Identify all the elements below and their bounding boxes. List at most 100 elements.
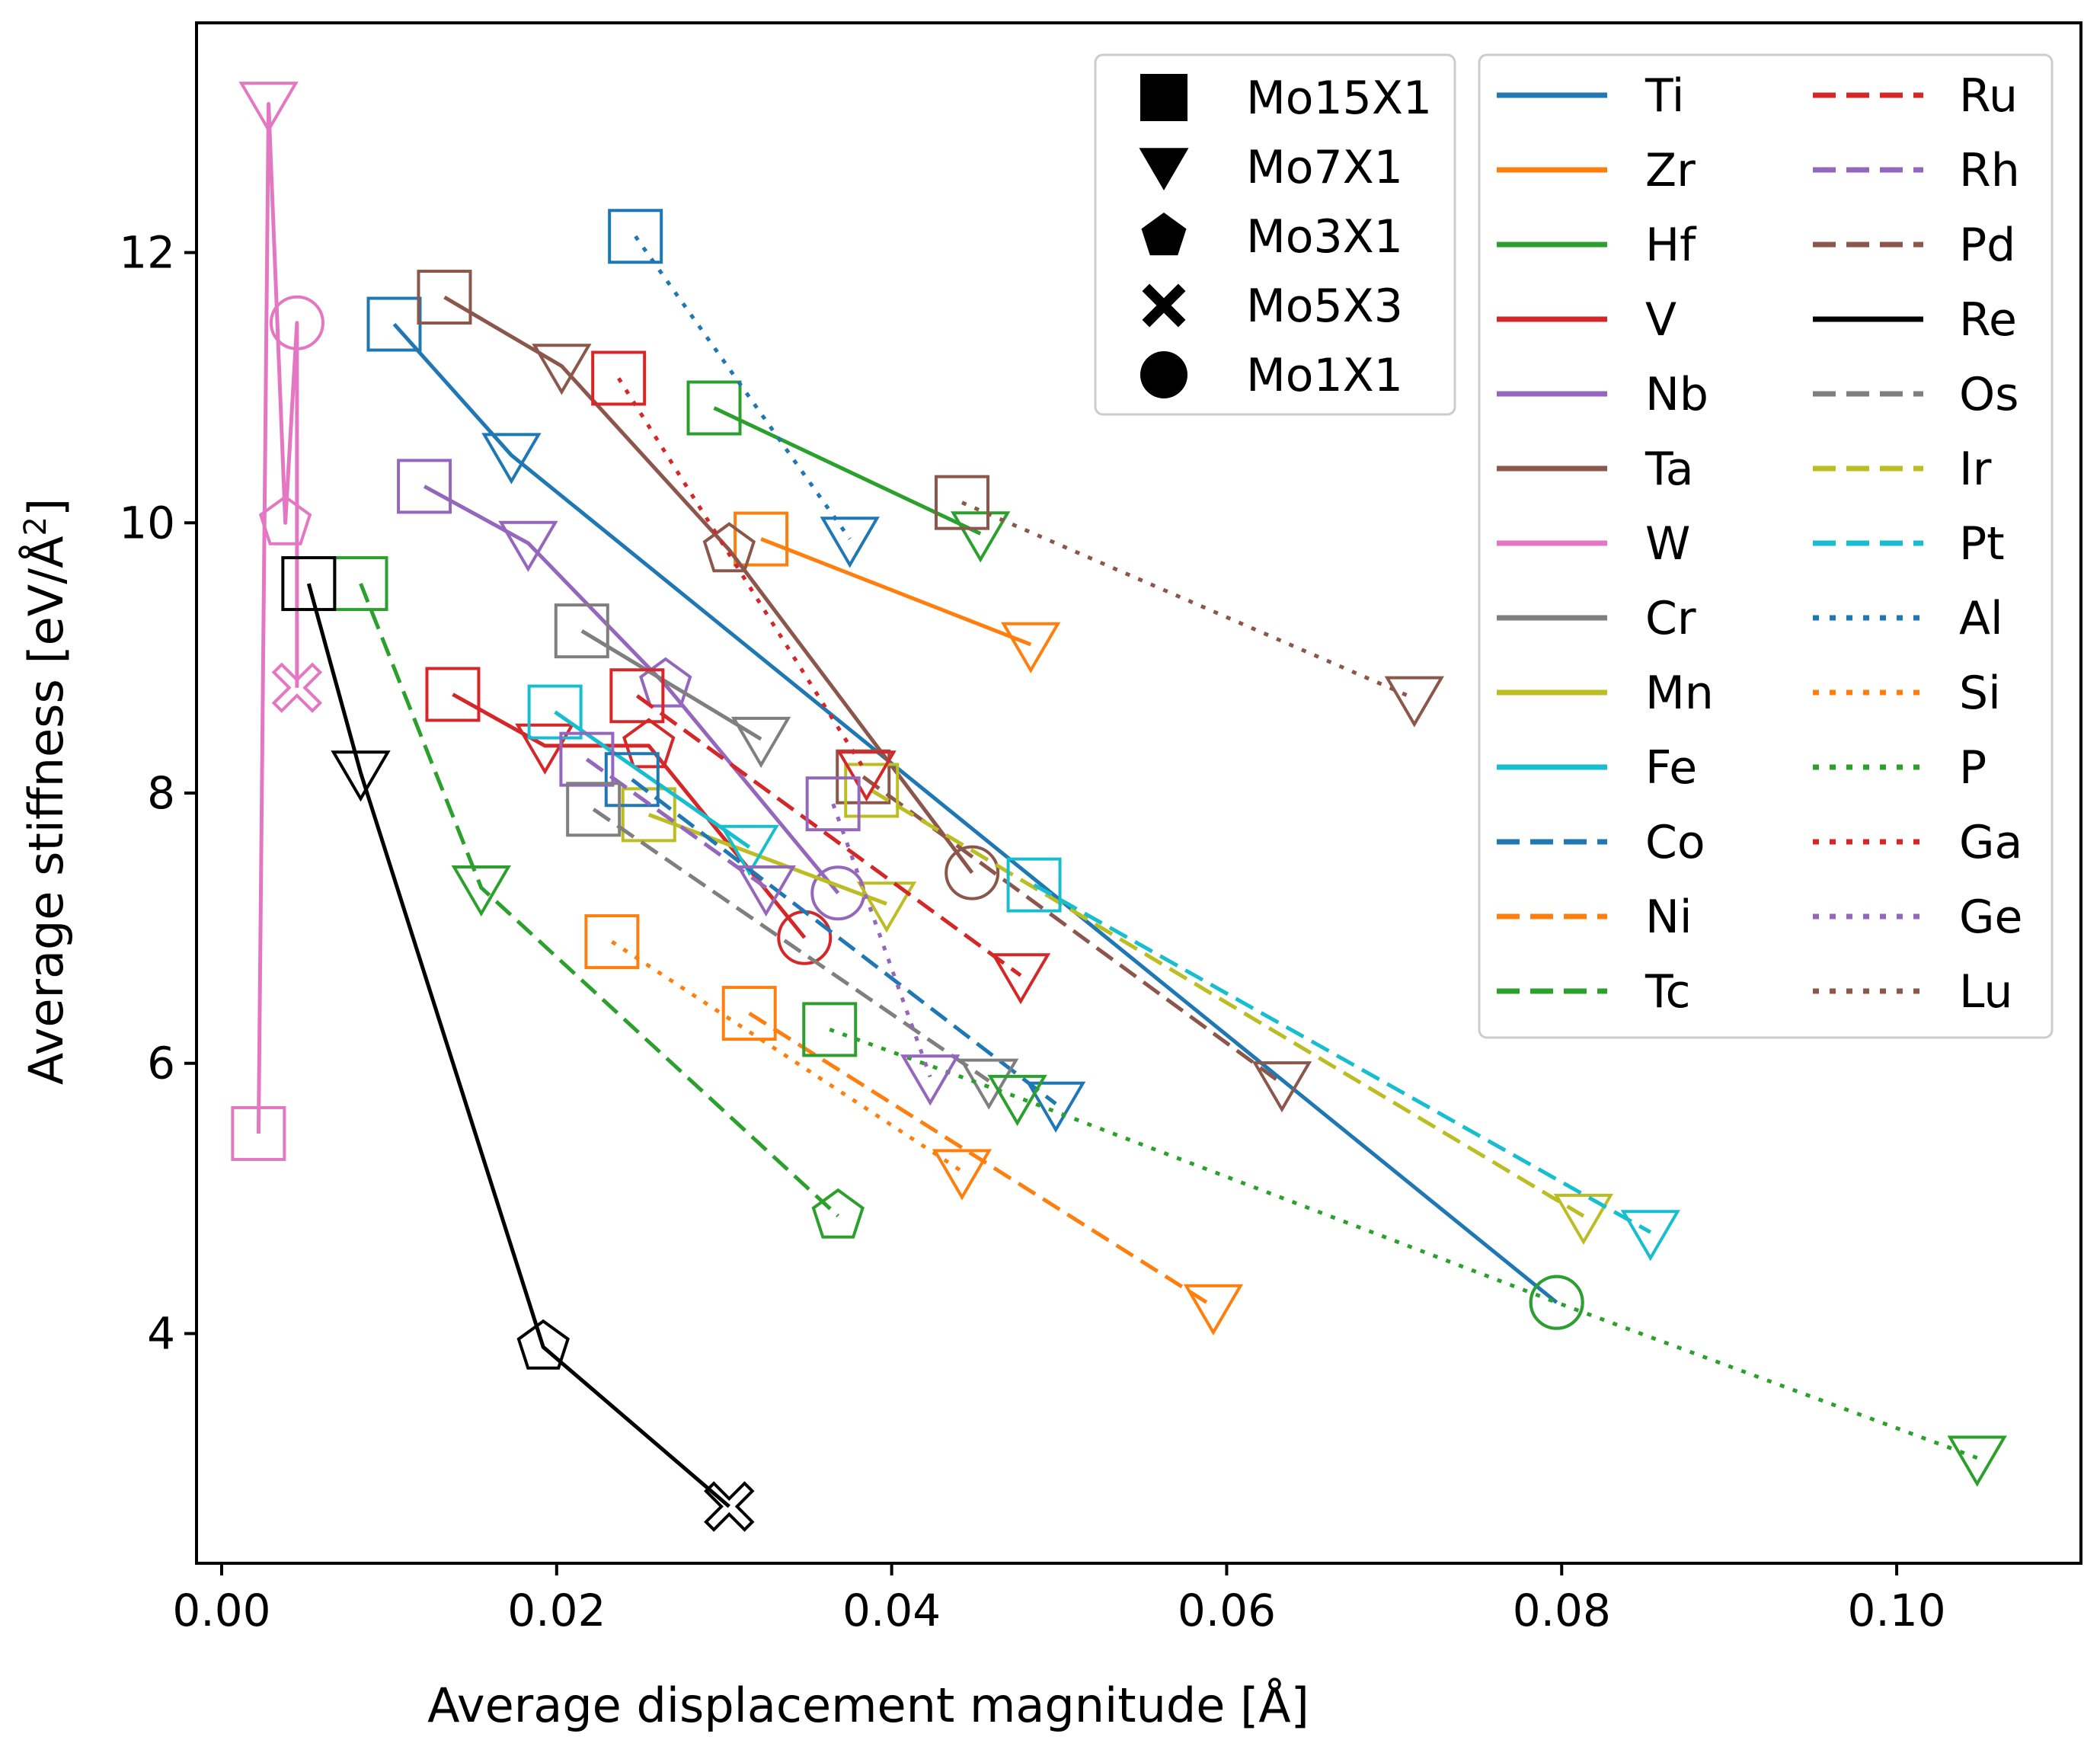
y-tick-label: 4: [147, 1307, 175, 1359]
y-axis-label-end: ]: [18, 498, 74, 517]
point-co-square-0: [604, 752, 660, 808]
series-line-pt: [1033, 883, 1652, 1234]
legend-label-tc: Tc: [1645, 965, 1690, 1019]
series-line-v: [452, 692, 807, 939]
point-ga-triangle-1: [836, 750, 897, 802]
series-tc: [333, 556, 865, 1239]
point-ge-triangle-1: [900, 1054, 961, 1106]
series-line-tc: [359, 583, 839, 1218]
series-cr: [554, 603, 791, 769]
legend-marker-triangle: [1139, 148, 1189, 190]
point-rh-triangle-1: [736, 865, 796, 917]
series-line-ir: [870, 788, 1585, 1218]
point-hf-square-0: [686, 380, 742, 436]
legend-label-ru: Ru: [1959, 69, 2018, 123]
legend-label-ge: Ge: [1959, 891, 2022, 944]
series-legend-frame: [1478, 53, 2054, 1039]
legend-label-re: Re: [1959, 293, 2017, 347]
series-line-zr: [760, 537, 1032, 647]
legend-label-mn: Mn: [1645, 667, 1714, 720]
series-ni: [721, 986, 1244, 1335]
point-ru-square-0: [609, 668, 665, 724]
legend-label-cr: Cr: [1645, 592, 1696, 645]
series-line-nb: [423, 485, 840, 894]
point-p-circle-2: [1529, 1275, 1584, 1330]
point-os-square-0: [566, 782, 622, 837]
legend-label-ta: Ta: [1645, 443, 1694, 496]
point-rh-square-0: [559, 731, 615, 787]
point-ir-triangle-1: [1553, 1194, 1614, 1246]
series-line-rh: [585, 757, 768, 890]
point-al-triangle-1: [820, 517, 880, 568]
series-lu: [934, 475, 1444, 728]
y-tick-label: 12: [119, 227, 175, 279]
x-tick-label: 0.00: [172, 1585, 270, 1636]
point-ru-triangle-1: [990, 953, 1051, 1005]
y-tick-label: 10: [119, 497, 175, 549]
point-nb-pentagon-2: [639, 657, 692, 708]
y-tick-label: 8: [147, 767, 175, 819]
point-cr-square-0: [554, 603, 609, 659]
legend-label-ti: Ti: [1645, 69, 1684, 123]
series-line-os: [592, 808, 990, 1083]
point-lu-square-0: [934, 475, 989, 530]
point-ta-triangle-1: [532, 344, 592, 395]
series-line-ru: [635, 694, 1022, 977]
series-rh: [559, 731, 796, 917]
point-p-triangle-1: [987, 1074, 1047, 1127]
ticks-layer: 0.00 0.02 0.04 0.06 0.08 0.10 4 6 8 10 12: [119, 227, 1945, 1636]
series-co: [604, 752, 1086, 1133]
legend-label-v: V: [1645, 293, 1676, 347]
series-zr: [734, 511, 1061, 673]
point-p-square-0: [802, 1002, 858, 1057]
legend-label-si: Si: [1959, 667, 2001, 720]
series-line-si: [611, 940, 964, 1173]
series-ir: [844, 763, 1614, 1246]
series-w: [231, 82, 324, 1161]
series-line-co: [631, 778, 1057, 1105]
y-axis-label: Average stiffness [eV/Å2]: [18, 498, 74, 1085]
series-al: [608, 209, 880, 568]
point-co-triangle-1: [1025, 1081, 1086, 1133]
y-tick-label: 6: [147, 1038, 175, 1089]
marker-legend-frame: [1094, 53, 1456, 416]
point-fe-triangle-1: [719, 824, 779, 876]
point-re-square-0: [281, 556, 337, 612]
point-w-circle-3: [269, 295, 324, 350]
point-ta-circle-3: [945, 845, 1000, 900]
point-re-triangle-1: [331, 750, 391, 802]
series-re: [281, 556, 755, 1532]
legend-marker-pentagon: [1141, 213, 1187, 256]
x-tick-label: 0.06: [1178, 1585, 1276, 1636]
series-line-ti: [392, 322, 1558, 1304]
point-ta-pentagon-2: [702, 522, 756, 573]
point-hf-triangle-1: [951, 511, 1011, 563]
point-lu-triangle-1: [1384, 676, 1444, 728]
series-line-ta: [443, 295, 974, 875]
point-w-triangle-1: [238, 82, 299, 133]
point-ti-triangle-1: [481, 433, 542, 485]
point-si-square-0: [584, 914, 640, 970]
series-line-cr: [580, 629, 762, 741]
series-ta: [417, 270, 1000, 900]
legend-label-ga: Ga: [1959, 816, 2022, 869]
point-ge-square-0: [805, 776, 861, 832]
x-axis-label: Average displacement magnitude [Å]: [427, 1678, 1309, 1733]
marker-legend: Mo15X1 Mo7X1 Mo3X1 Mo5X3 Mo1X1: [1094, 53, 1456, 416]
y-axis-label-superscript: 2: [18, 517, 53, 536]
legend-label-pd: Pd: [1959, 219, 2015, 272]
point-si-triangle-1: [932, 1149, 992, 1201]
point-nb-triangle-1: [498, 520, 558, 572]
series-v: [425, 667, 833, 965]
point-v-pentagon-2: [622, 718, 676, 769]
legend-label-co: Co: [1645, 816, 1705, 869]
legend-label-mo15x1: Mo15X1: [1246, 72, 1432, 125]
legend-marker-x: [1142, 283, 1186, 328]
point-w-pentagon-2: [258, 494, 312, 545]
point-ni-triangle-1: [1183, 1284, 1244, 1335]
point-p-triangle-3: [1947, 1435, 2007, 1487]
point-zr-triangle-1: [1001, 622, 1061, 673]
legend-label-zr: Zr: [1645, 144, 1696, 197]
legend-label-w: W: [1645, 517, 1690, 571]
series-ge: [805, 776, 961, 1106]
